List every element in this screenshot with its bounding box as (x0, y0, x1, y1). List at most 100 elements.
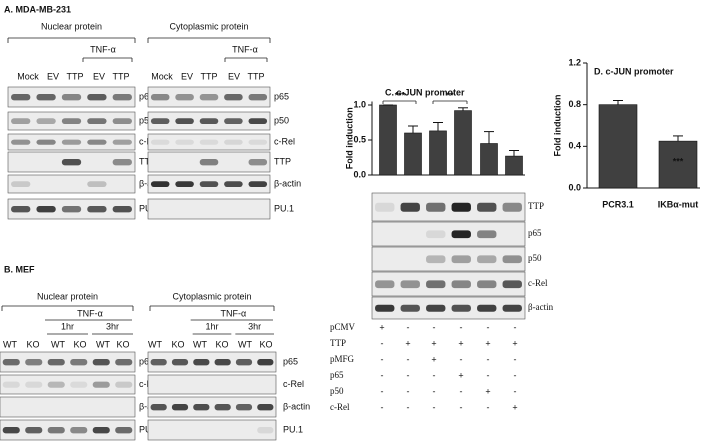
blot (147, 351, 277, 373)
treatment-mark: - (407, 370, 410, 380)
treatment-name: p65 (330, 370, 344, 380)
band (150, 94, 170, 101)
band (70, 359, 88, 366)
lane-label: WT (148, 339, 162, 349)
panel-title: A. MDA-MB-231 (4, 4, 71, 14)
treatment: TNF-α (232, 44, 258, 54)
treatment-mark: - (460, 402, 463, 412)
treatment-mark: + (405, 338, 410, 348)
lane-label: KO (259, 339, 272, 349)
band (175, 139, 194, 145)
lane-label: KO (26, 339, 39, 349)
treatment: TNF-α (77, 308, 103, 318)
bar (598, 104, 638, 189)
lane-label: TTP (113, 71, 130, 81)
band (248, 181, 268, 188)
section-title: Nuclear protein (41, 21, 102, 31)
band (502, 202, 522, 212)
band (426, 255, 446, 264)
band (175, 118, 194, 125)
band (477, 255, 497, 264)
band (61, 159, 82, 166)
band (199, 139, 219, 145)
band (2, 359, 20, 366)
blot (147, 86, 271, 108)
treatment-mark: - (407, 354, 410, 364)
treatment-mark: - (433, 386, 436, 396)
band (112, 94, 132, 101)
y-tick-label: 0.4 (568, 141, 581, 151)
treatment-mark: + (458, 370, 463, 380)
band (214, 404, 231, 411)
band (451, 280, 471, 289)
treatment-mark: - (407, 386, 410, 396)
treatment-mark: - (487, 370, 490, 380)
row-label: β-actin (283, 401, 310, 411)
band (25, 381, 43, 388)
chart-title: D. c-JUN promoter (594, 66, 674, 76)
band (150, 139, 170, 145)
treatment-mark: - (514, 386, 517, 396)
time-label: 3hr (106, 321, 119, 331)
x-tick-label: PCR3.1 (602, 199, 634, 209)
treatment-mark: - (487, 402, 490, 412)
band (193, 404, 210, 411)
row-label: PU.1 (283, 424, 303, 434)
lane-label: WT (51, 339, 65, 349)
band (115, 427, 133, 434)
y-tick-label: 0.0 (353, 169, 366, 179)
band (400, 202, 420, 212)
y-axis-label: Fold induction (552, 95, 562, 157)
band (87, 181, 107, 188)
treatment-name: pCMV (330, 322, 356, 332)
band (171, 404, 189, 411)
lane-label: Mock (151, 71, 173, 81)
treatment-mark: - (514, 354, 517, 364)
blot (147, 374, 277, 395)
band (451, 230, 471, 239)
band (25, 427, 43, 434)
blot (0, 374, 136, 395)
band (47, 359, 65, 366)
treatment-mark: - (514, 322, 517, 332)
band (502, 280, 522, 289)
treatment-mark: - (433, 402, 436, 412)
band (87, 94, 107, 101)
band (477, 304, 497, 312)
blot (147, 198, 271, 220)
treatment-mark: - (381, 370, 384, 380)
blot (7, 86, 136, 108)
time-label: 1hr (61, 321, 74, 331)
band (150, 404, 167, 411)
band (451, 304, 471, 312)
blot (147, 151, 271, 173)
treatment-mark: - (407, 322, 410, 332)
blot (147, 419, 277, 441)
band (92, 381, 110, 388)
band (11, 139, 31, 145)
row-label: β-actin (274, 178, 301, 188)
band (477, 230, 497, 239)
y-tick-label: 0.5 (353, 134, 366, 144)
treatment-mark: - (381, 354, 384, 364)
lane-label: KO (116, 339, 129, 349)
blot (7, 174, 136, 194)
time-label: 3hr (248, 321, 261, 331)
lane-label: TTP (248, 71, 265, 81)
band (248, 118, 268, 125)
band (235, 404, 253, 411)
significance: *** (395, 90, 406, 100)
band (477, 280, 497, 289)
x-tick-label: IKBα-mut (658, 199, 699, 209)
band (199, 159, 219, 166)
blot (7, 111, 136, 131)
section-title: Cytoplasmic protein (172, 291, 251, 301)
lane-label: KO (73, 339, 86, 349)
lane-label: KO (215, 339, 228, 349)
panel-title: B. MEF (4, 264, 35, 274)
blot (371, 271, 526, 297)
lane-label: EV (228, 71, 240, 81)
band (248, 159, 268, 166)
band (400, 280, 420, 289)
